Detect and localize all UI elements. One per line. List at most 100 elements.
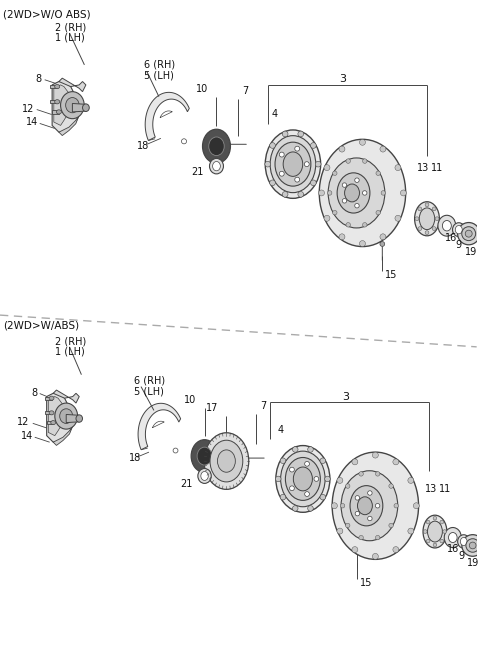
Text: 16: 16 [447, 544, 459, 554]
Ellipse shape [191, 440, 218, 472]
Ellipse shape [375, 472, 380, 476]
Ellipse shape [275, 142, 311, 186]
Ellipse shape [428, 521, 443, 542]
Ellipse shape [340, 504, 345, 508]
Ellipse shape [298, 131, 303, 137]
Text: 7: 7 [260, 402, 266, 411]
Polygon shape [47, 393, 73, 442]
Ellipse shape [281, 451, 325, 507]
Ellipse shape [328, 158, 385, 228]
Polygon shape [59, 115, 79, 136]
Polygon shape [52, 81, 79, 132]
Ellipse shape [305, 461, 310, 466]
Polygon shape [53, 426, 73, 445]
Text: 11: 11 [431, 163, 443, 173]
Ellipse shape [331, 503, 337, 509]
Text: 21: 21 [180, 479, 192, 489]
Ellipse shape [339, 146, 345, 152]
Ellipse shape [462, 227, 476, 240]
Ellipse shape [337, 528, 343, 534]
Ellipse shape [432, 207, 436, 211]
Ellipse shape [66, 98, 79, 113]
Ellipse shape [418, 207, 422, 211]
Ellipse shape [60, 409, 73, 423]
Ellipse shape [289, 467, 294, 472]
Ellipse shape [243, 455, 248, 460]
Ellipse shape [362, 159, 367, 163]
Ellipse shape [376, 171, 381, 176]
Ellipse shape [376, 210, 381, 215]
Ellipse shape [203, 129, 230, 163]
Ellipse shape [355, 512, 360, 516]
Ellipse shape [375, 535, 380, 540]
Ellipse shape [432, 227, 436, 231]
Ellipse shape [286, 457, 320, 500]
Ellipse shape [270, 143, 276, 148]
Ellipse shape [423, 530, 427, 533]
Ellipse shape [305, 492, 310, 496]
Ellipse shape [265, 130, 321, 198]
Ellipse shape [440, 520, 444, 524]
Ellipse shape [308, 506, 313, 511]
Ellipse shape [443, 530, 446, 533]
Ellipse shape [76, 415, 83, 422]
Ellipse shape [400, 190, 407, 196]
Ellipse shape [380, 242, 384, 246]
Ellipse shape [339, 234, 345, 240]
Text: 15: 15 [385, 271, 397, 280]
Ellipse shape [55, 100, 60, 104]
Ellipse shape [362, 191, 367, 195]
Text: 11: 11 [439, 484, 451, 494]
Ellipse shape [342, 183, 347, 187]
Ellipse shape [352, 547, 358, 553]
Text: 8: 8 [36, 74, 42, 84]
Ellipse shape [393, 547, 399, 553]
Ellipse shape [173, 448, 178, 453]
Ellipse shape [368, 516, 372, 521]
Ellipse shape [49, 396, 54, 400]
Text: 2 (RH): 2 (RH) [55, 22, 86, 32]
Ellipse shape [355, 178, 359, 183]
Ellipse shape [209, 137, 224, 156]
Ellipse shape [60, 92, 84, 119]
Text: 3: 3 [339, 74, 346, 84]
Ellipse shape [360, 240, 365, 246]
Ellipse shape [456, 225, 462, 234]
Text: 4: 4 [278, 425, 284, 436]
Ellipse shape [395, 215, 401, 221]
Polygon shape [45, 396, 51, 400]
Ellipse shape [327, 191, 332, 195]
Ellipse shape [337, 173, 370, 213]
Ellipse shape [280, 458, 286, 464]
Polygon shape [47, 421, 53, 424]
Ellipse shape [394, 504, 398, 508]
Ellipse shape [362, 223, 367, 227]
Ellipse shape [418, 227, 422, 231]
Ellipse shape [197, 447, 212, 465]
Ellipse shape [204, 433, 249, 489]
Ellipse shape [308, 447, 313, 452]
Text: 13: 13 [425, 484, 437, 494]
Ellipse shape [381, 191, 385, 195]
Ellipse shape [292, 506, 298, 511]
Text: 19: 19 [467, 558, 479, 569]
Ellipse shape [355, 550, 360, 554]
Ellipse shape [425, 231, 429, 234]
Ellipse shape [265, 161, 271, 167]
Ellipse shape [292, 447, 298, 452]
Text: 19: 19 [465, 246, 477, 257]
Ellipse shape [295, 146, 300, 151]
Ellipse shape [319, 190, 324, 196]
Ellipse shape [55, 403, 78, 429]
Ellipse shape [350, 485, 383, 526]
Ellipse shape [282, 131, 288, 137]
Ellipse shape [375, 504, 380, 508]
Ellipse shape [217, 450, 235, 472]
Ellipse shape [311, 143, 316, 148]
Ellipse shape [332, 452, 419, 559]
Text: 5 (LH): 5 (LH) [134, 386, 164, 396]
Text: 9: 9 [459, 552, 465, 561]
Ellipse shape [389, 484, 393, 488]
Text: 5 (LH): 5 (LH) [144, 71, 174, 81]
Ellipse shape [289, 486, 294, 491]
